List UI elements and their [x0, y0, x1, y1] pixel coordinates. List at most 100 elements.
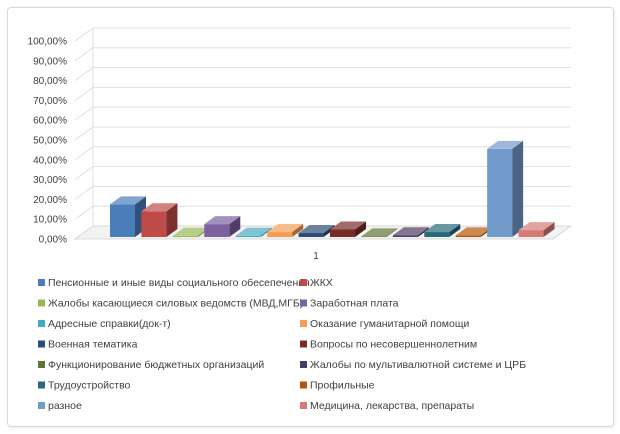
y-tick-label: 10,00%	[33, 215, 67, 226]
bar-front	[141, 211, 167, 237]
legend-item: Вопросы по несовершеннолетним	[300, 339, 477, 351]
legend-item: ЖКХ	[300, 277, 333, 289]
axis-layer: 0,00% 10,00% 20,00% 30,00% 40,00% 50,00% 60,00…	[28, 37, 320, 263]
legend-swatch	[38, 279, 45, 286]
bar-side	[543, 222, 555, 237]
bar-top	[518, 222, 555, 231]
bar	[298, 225, 335, 237]
bar-top	[361, 228, 398, 237]
bar-top	[487, 140, 524, 149]
y-tick-label: 100,00%	[28, 37, 68, 48]
legend-item: Функционирование бюджетных организаций	[38, 359, 264, 371]
bar-top	[392, 227, 429, 236]
bar-front	[298, 233, 324, 237]
legend-swatch	[38, 320, 45, 327]
bar	[141, 203, 178, 237]
bar-front	[487, 148, 513, 237]
y-tick-label: 80,00%	[33, 76, 67, 87]
bar	[361, 228, 398, 237]
bar-side	[449, 224, 461, 237]
legend-item: Профильные	[300, 380, 375, 392]
legend-label: Трудоустройство	[48, 380, 131, 392]
legend-label: разное	[48, 400, 82, 412]
legend-label: Медицина, лекарства, препараты	[310, 400, 474, 412]
y-tick-label: 90,00%	[33, 56, 67, 67]
legend-swatch	[300, 320, 307, 327]
bar-top	[172, 227, 209, 236]
bar-top	[330, 221, 366, 230]
y-tick-label: 60,00%	[33, 116, 67, 127]
bar-side	[229, 216, 241, 237]
y-tick-label: 50,00%	[33, 136, 67, 147]
gridline-diagonal	[74, 67, 94, 81]
legend-item: Оказание гуманитарной помощи	[300, 318, 469, 330]
gridline-diagonal	[74, 47, 94, 62]
bar-front	[267, 232, 293, 237]
legend-item: Медицина, лекарства, препараты	[300, 400, 474, 412]
bar-front	[172, 235, 198, 237]
bar-top	[455, 227, 492, 236]
bar-side	[512, 140, 524, 237]
legend-label: ЖКХ	[310, 277, 333, 289]
legend-swatch	[300, 279, 307, 286]
bar-top	[110, 196, 146, 205]
legend-swatch	[300, 299, 307, 307]
bar-front	[204, 224, 230, 237]
legend-item: Адресные справки(док-т)	[38, 318, 171, 330]
legend-label: Жалобы касающиеся силовых ведомств (МВД,…	[48, 298, 303, 310]
legend-item: Пенсионные и иные виды социального обесе…	[38, 277, 310, 289]
gridline-diagonal	[74, 106, 94, 121]
legend-swatch	[38, 402, 45, 409]
bar-top	[267, 224, 304, 233]
legend-item: Военная тематика	[38, 339, 138, 351]
bar-side	[386, 228, 398, 237]
bar-top	[204, 216, 241, 225]
legend-label: Заработная плата	[310, 298, 399, 310]
legend-label: Военная тематика	[48, 339, 138, 351]
legend-swatch	[38, 361, 45, 368]
bar	[392, 227, 429, 237]
gridline-diagonal	[74, 146, 94, 161]
legend-label: Оказание гуманитарной помощи	[310, 318, 469, 330]
bar	[487, 140, 524, 237]
bar-top	[298, 225, 335, 234]
gridline-diagonal	[74, 27, 94, 42]
legend-label: Жалобы по мультивалютной системе и ЦРБ	[310, 359, 526, 371]
legend-item: Трудоустройство	[38, 380, 131, 392]
bar	[424, 224, 461, 237]
legend-item: Заработная плата	[300, 298, 399, 310]
legend-swatch	[300, 402, 307, 409]
bar-top	[424, 224, 461, 233]
bar-top	[235, 227, 272, 236]
bar-side	[166, 203, 178, 237]
legend-label: Профильные	[310, 380, 375, 392]
legend-swatch	[300, 340, 307, 348]
bar-front	[455, 235, 481, 237]
legend-swatch	[38, 340, 45, 348]
legend-label: Адресные справки(док-т)	[48, 318, 171, 330]
legend-item: разное	[38, 400, 82, 412]
bar-side	[292, 224, 304, 237]
bar-front	[518, 230, 544, 237]
legend-swatch	[300, 361, 307, 368]
bar-front	[330, 229, 355, 237]
legend-item: Жалобы касающиеся силовых ведомств (МВД,…	[38, 298, 303, 310]
legend-label: Вопросы по несовершеннолетним	[310, 339, 477, 351]
bar-front	[392, 235, 418, 237]
bar	[267, 224, 304, 237]
legend-swatch	[38, 381, 45, 389]
bar	[330, 221, 366, 237]
y-tick-label: 40,00%	[33, 155, 67, 166]
gridline-diagonal	[74, 225, 94, 240]
bars-layer	[110, 140, 555, 237]
gridline-diagonal	[74, 186, 94, 200]
legend-swatch	[38, 299, 45, 307]
bar-front	[110, 204, 135, 237]
y-tick-label: 0,00%	[39, 235, 67, 246]
legend-label: Пенсионные и иные виды социального обесе…	[48, 277, 310, 289]
bar	[518, 222, 555, 237]
gridline-diagonal	[74, 166, 94, 180]
gridline-diagonal	[74, 126, 94, 141]
bar-side	[355, 221, 366, 237]
